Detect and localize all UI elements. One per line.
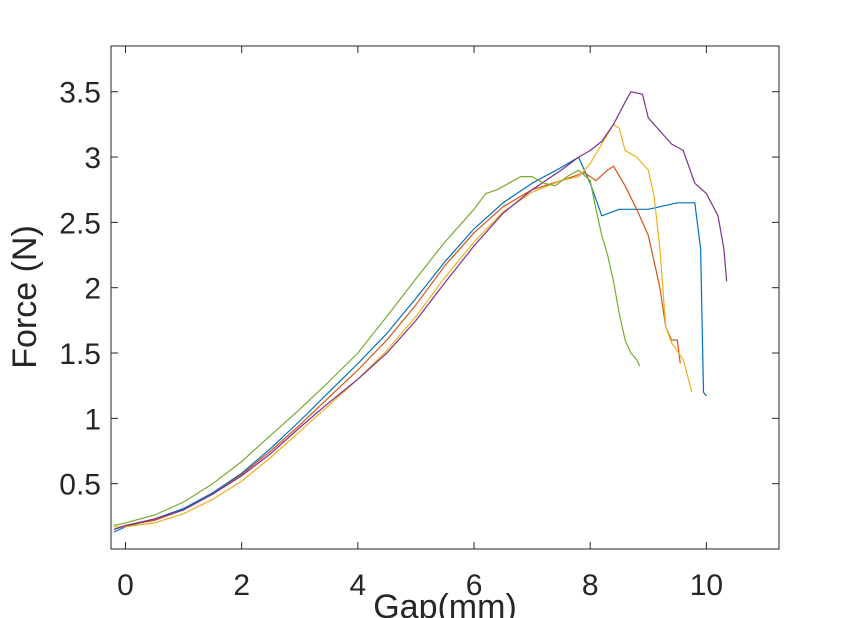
plot-area	[111, 46, 779, 549]
y-tick-label: 0.5	[59, 469, 101, 502]
y-axis-title: Force (N)	[6, 225, 44, 369]
y-tick-label: 2.5	[59, 207, 101, 240]
x-tick-label: 0	[117, 569, 134, 602]
x-tick-label: 6	[466, 569, 483, 602]
x-tick-label: 4	[350, 569, 367, 602]
x-tick-label: 10	[690, 569, 723, 602]
y-tick-label: 1.5	[59, 338, 101, 371]
series-line-3	[113, 123, 693, 528]
series-layer	[113, 91, 728, 533]
x-tick-label: 8	[582, 569, 599, 602]
x-tick-label: 2	[233, 569, 250, 602]
series-line-5	[113, 169, 641, 527]
series-line-4	[113, 91, 728, 530]
plot-background	[111, 46, 779, 549]
y-tick-label: 3	[84, 142, 101, 175]
axes-box	[110, 45, 780, 550]
y-tick-label: 3.5	[59, 77, 101, 110]
y-tick-label: 1	[84, 403, 101, 436]
x-axis-title: Gap(mm)	[373, 588, 517, 618]
labels-layer: Gap(mm) Force (N)	[6, 225, 517, 618]
series-line-1	[113, 156, 707, 533]
series-line-2	[113, 165, 681, 530]
y-tick-label: 2	[84, 273, 101, 306]
axes-layer: 0 2 4 6 8 10 0.5 1 1.5 2 2.5 3 3.5	[59, 45, 780, 602]
